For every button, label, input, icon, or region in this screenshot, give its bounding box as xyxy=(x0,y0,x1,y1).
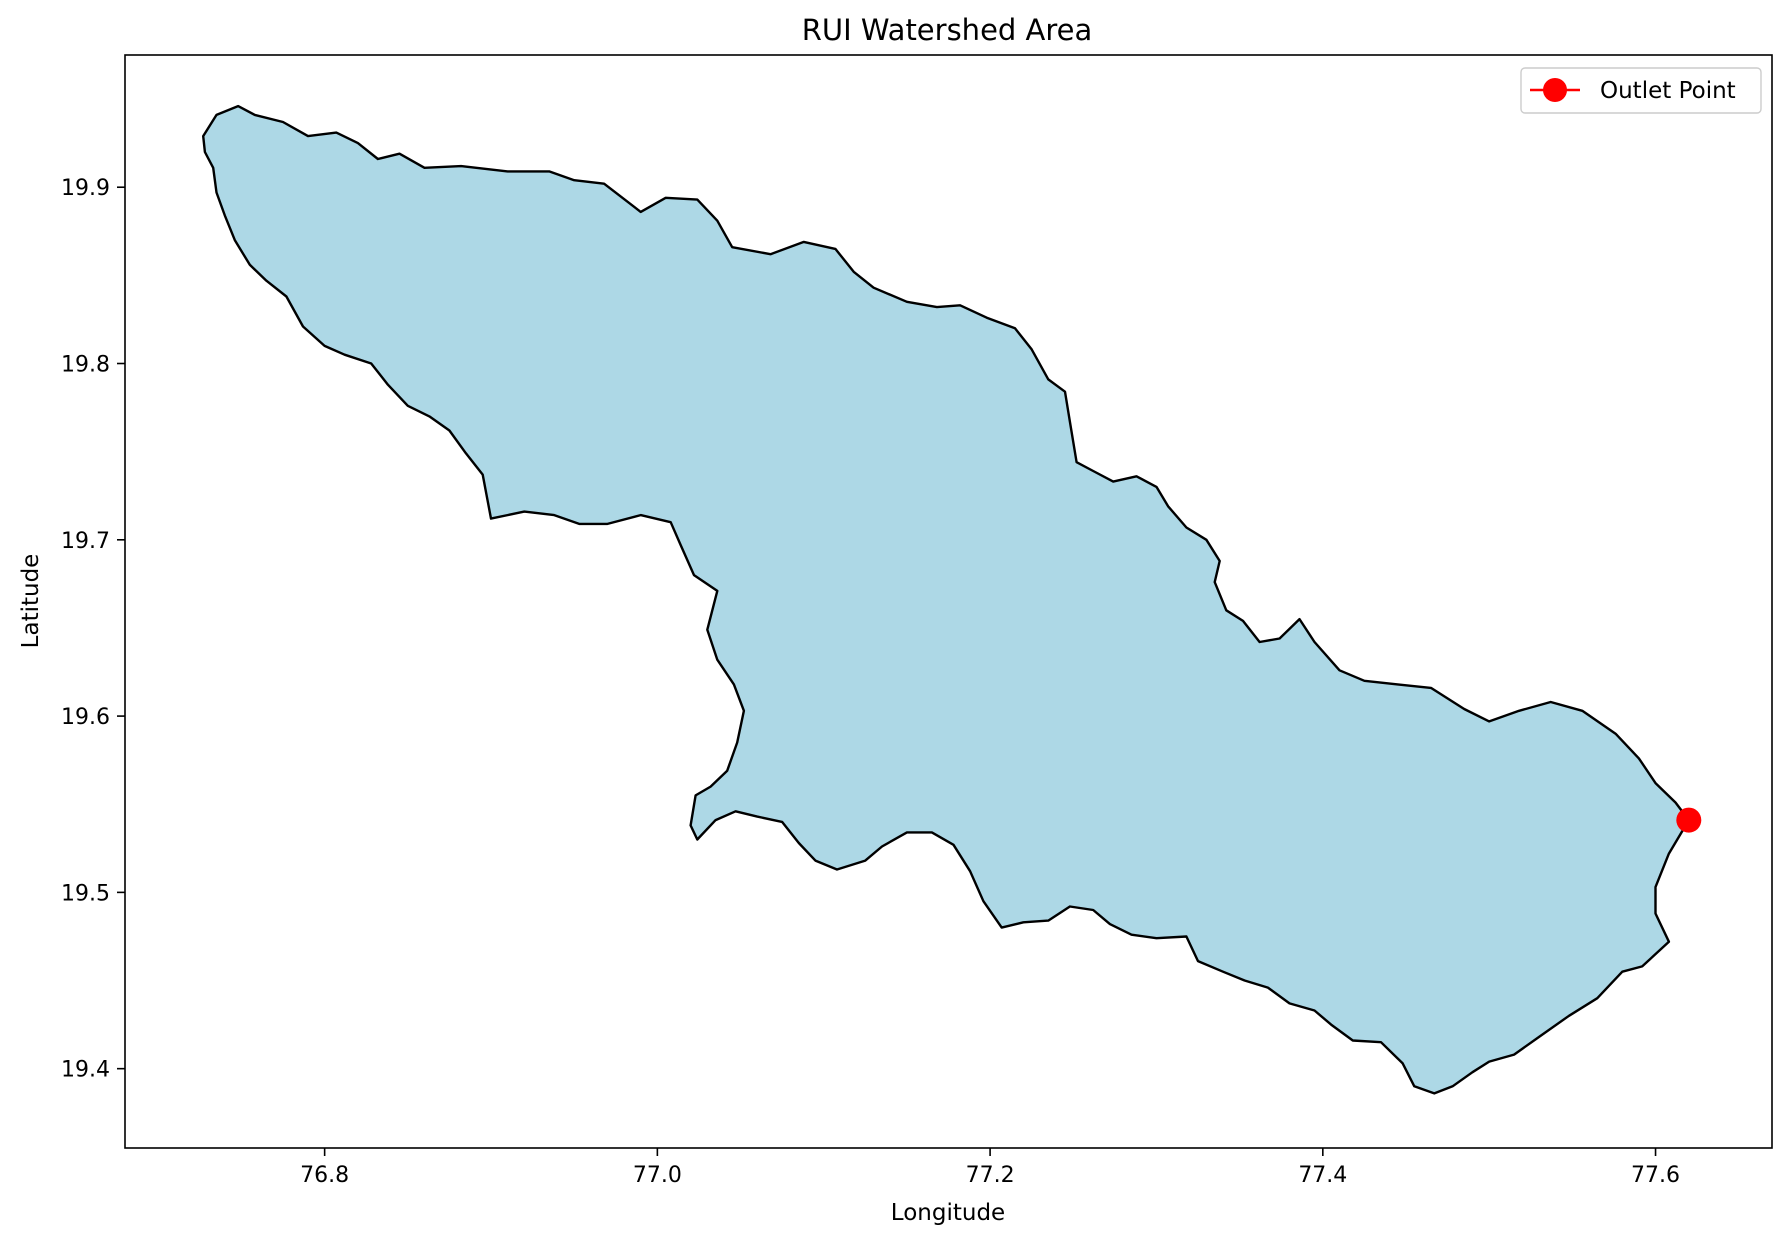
y-tick-label: 19.5 xyxy=(61,881,110,906)
legend-label: Outlet Point xyxy=(1600,78,1736,104)
legend: Outlet Point xyxy=(1520,67,1762,114)
chart-title: RUI Watershed Area xyxy=(802,13,1093,47)
x-axis-ticks: 76.8 77.0 77.2 77.4 77.6 xyxy=(300,1148,1680,1188)
watershed-polygon xyxy=(202,104,1690,1095)
x-tick-label: 77.0 xyxy=(633,1163,682,1188)
y-axis-label: Latitude xyxy=(18,554,44,649)
x-tick-label: 76.8 xyxy=(300,1163,349,1188)
y-axis-ticks: 19.4 19.5 19.6 19.7 19.8 19.9 xyxy=(61,176,125,1083)
y-tick-label: 19.9 xyxy=(61,176,110,201)
y-tick-label: 19.6 xyxy=(61,705,110,730)
x-tick-label: 77.2 xyxy=(966,1163,1015,1188)
x-tick-label: 77.4 xyxy=(1298,1163,1347,1188)
plot-area xyxy=(202,104,1702,1095)
y-tick-label: 19.7 xyxy=(61,529,110,554)
legend-marker-icon xyxy=(1543,78,1567,102)
axes-frame xyxy=(124,54,1773,1149)
y-tick-label: 19.4 xyxy=(61,1058,110,1083)
legend-box xyxy=(1520,67,1762,114)
y-tick-label: 19.8 xyxy=(61,353,110,378)
outlet-point-marker xyxy=(1676,807,1702,833)
x-axis-label: Longitude xyxy=(891,1200,1005,1226)
x-tick-label: 77.6 xyxy=(1631,1163,1680,1188)
